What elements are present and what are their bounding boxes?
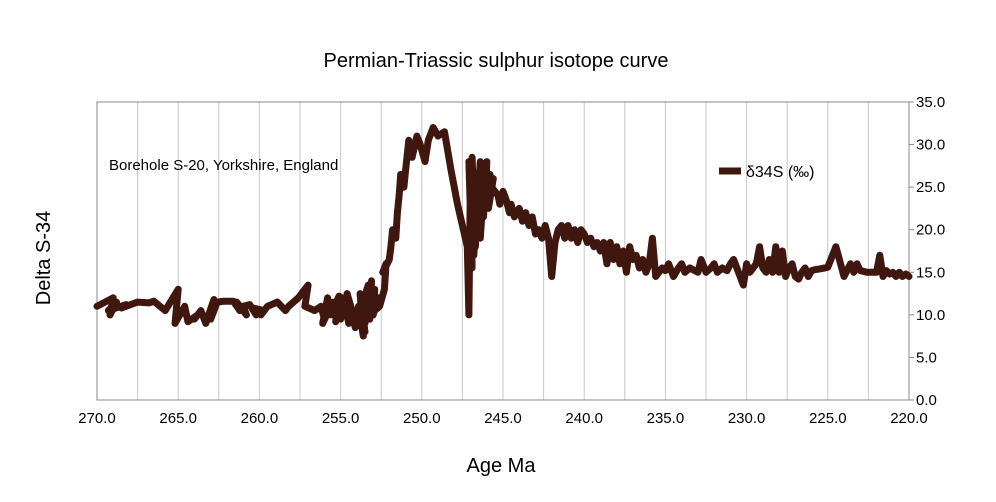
y-tick-label: 10.0 — [916, 307, 945, 324]
x-tick-label: 235.0 — [647, 410, 685, 427]
y-axis-title: Delta S-34 — [33, 211, 55, 306]
y-tick-label: 30.0 — [916, 137, 945, 154]
x-tick-label: 270.0 — [78, 410, 116, 427]
x-tick-label: 225.0 — [809, 410, 847, 427]
x-axis-title: Age Ma — [467, 455, 537, 477]
y-tick-label: 5.0 — [916, 349, 937, 366]
series-line-delta34s — [93, 124, 913, 340]
x-tick-label: 220.0 — [890, 410, 928, 427]
x-tick-label: 245.0 — [484, 410, 522, 427]
y-tick-labels: 0.0 5.0 10.0 15.0 20.0 25.0 30.0 35.0 — [909, 94, 945, 409]
x-tick-label: 260.0 — [241, 410, 279, 427]
x-tick-label: 255.0 — [322, 410, 360, 427]
x-tick-label: 250.0 — [403, 410, 441, 427]
legend: δ34S (‰) — [719, 164, 814, 181]
x-tick-label: 240.0 — [565, 410, 603, 427]
grid-lines — [96, 102, 910, 400]
x-tick-label: 230.0 — [728, 410, 766, 427]
y-tick-label: 0.0 — [916, 392, 937, 409]
y-tick-label: 25.0 — [916, 179, 945, 196]
x-tick-label: 265.0 — [159, 410, 197, 427]
legend-label: δ34S (‰) — [746, 164, 814, 181]
y-tick-label: 35.0 — [916, 94, 945, 111]
chart-annotation: Borehole S-20, Yorkshire, England — [109, 157, 338, 174]
chart-title: Permian-Triassic sulphur isotope curve — [324, 50, 669, 72]
y-tick-label: 15.0 — [916, 264, 945, 281]
x-tick-labels: 270.0 265.0 260.0 255.0 250.0 245.0 240.0 235.0… — [78, 410, 928, 427]
y-tick-label: 20.0 — [916, 222, 945, 239]
plot-area — [96, 101, 910, 401]
